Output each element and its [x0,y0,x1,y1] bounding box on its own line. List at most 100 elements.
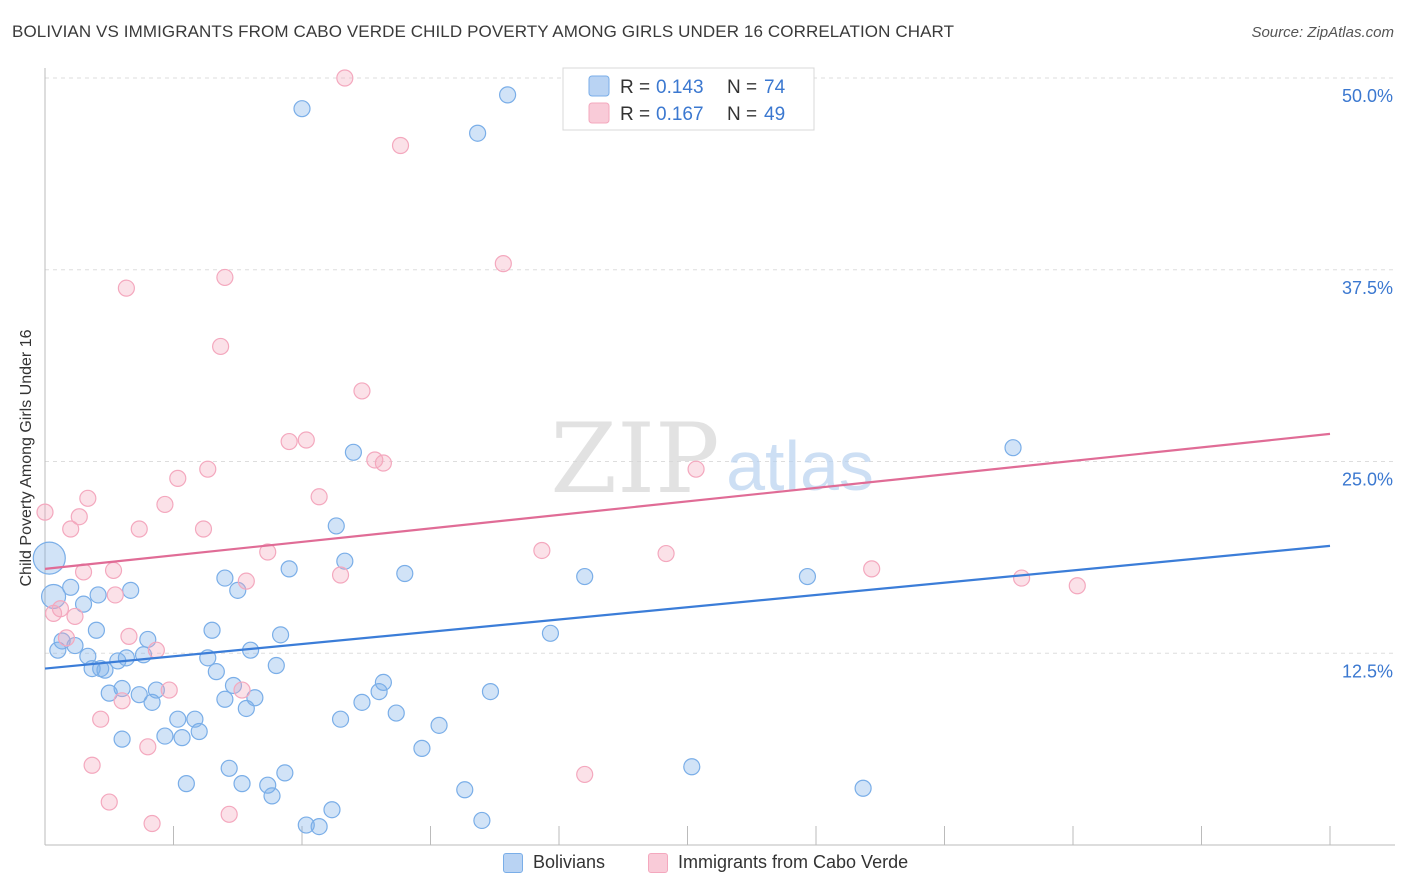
bolivian-point [499,86,517,104]
bolivian-point [374,673,392,691]
bolivian-point [117,649,135,667]
bolivian-point [336,552,354,570]
y-tick-label: 12.5% [1342,661,1393,681]
legend-label-bolivians: Bolivians [533,852,606,872]
bolivian-point [177,775,195,793]
bolivian-point [263,787,281,805]
legend-r-value: 0.143 [656,77,704,98]
cabo-verde-point [113,692,131,710]
y-tick-label: 25.0% [1342,470,1393,490]
bolivian-point [331,710,350,728]
bolivian-point [169,710,187,728]
bolivian-point [344,443,362,461]
bolivian-point [87,621,106,639]
bolivian-point [216,569,234,587]
bolivian-point [233,775,251,793]
legend-swatch-cabo-verde [588,102,610,124]
legend-item-bolivians[interactable]: Bolivians [503,852,605,873]
legend-label-cabo-verde: Immigrants from Cabo Verde [678,852,909,872]
cabo-verde-point [62,520,80,538]
bolivian-point [396,564,414,583]
bolivian-point [143,693,161,711]
bolivian-point [74,595,93,613]
bolivian-point [32,541,66,575]
cabo-verde-point [297,431,315,449]
watermark: ZIP atlas [550,403,874,515]
legend-item-cabo-verde[interactable]: Immigrants from Cabo Verde [648,852,908,873]
cabo-verde-point [280,432,298,451]
bolivian-point [798,567,817,586]
bolivian-point [430,716,448,734]
bolivian-point [387,704,405,722]
legend-bottom: Bolivians Immigrants from Cabo Verde [0,852,1406,878]
cabo-verde-point [57,629,76,647]
bolivian-point [293,100,311,118]
cabo-verde-point [143,814,161,833]
cabo-verde-point [194,520,213,538]
cabo-verde-point [220,805,238,823]
cabo-verde-point [233,681,251,699]
legend-swatch-bolivians [503,852,523,873]
cabo-verde-point [657,544,675,563]
legend-swatch-bolivians [588,75,610,97]
cabo-verde-point [169,469,187,487]
bolivian-point [79,647,97,665]
cabo-verde-point [237,572,255,590]
bolivian-point [353,693,371,711]
bolivian-point [683,758,701,776]
legend-n-label: N = [727,77,757,98]
bolivian-point [62,578,80,596]
legend-swatch-cabo-verde [648,852,668,873]
legend-r-value: 0.167 [656,104,704,125]
cabo-verde-point [120,627,138,645]
bolivian-point [310,817,328,836]
bolivian-point [297,816,315,834]
cabo-verde-point [156,495,174,514]
bolivian-point [220,759,238,777]
legend-top: R = 0.143 N = 74 R = 0.167 N = 49 [562,67,815,131]
cabo-verde-point [216,268,234,287]
axis-layer: 12.5%25.0%37.5%50.0%0.0%15.0% [44,68,1395,846]
cabo-verde-point [494,255,512,273]
bolivian-point [370,682,388,701]
bolivian-point [113,730,131,748]
bolivian-point [100,684,118,702]
bolivian-point [186,710,204,728]
source-label: Source: ZipAtlas.com [1251,24,1394,41]
bolivian-point [237,699,255,718]
watermark-atlas: atlas [726,427,874,505]
cabo-verde-point [533,541,551,560]
cabo-verde-point [576,765,594,784]
cabo-verde-point [310,488,328,506]
bolivian-point [469,124,487,142]
cabo-verde-point [117,279,135,297]
cabo-verde-point [147,641,165,659]
cabo-verde-point [259,543,277,561]
bolivian-point [224,676,243,695]
bolivian-point [413,739,431,757]
points-layer [32,69,1086,836]
cabo-verde-point [100,793,118,811]
cabo-verde-trendline [44,432,1331,570]
bolivian-point [216,690,234,708]
bolivian-point [156,727,174,745]
bolivian-point [173,729,191,747]
bolivian-point [229,581,247,599]
cabo-verde-point [130,520,148,538]
bolivian-point [267,656,285,675]
cabo-verde-point [66,607,84,626]
bolivian-point [327,517,345,535]
cabo-verde-point [36,503,54,521]
cabo-verde-point [863,560,881,578]
cabo-verde-point [199,460,217,478]
bolivian-point [271,626,290,644]
cabo-verde-point [51,600,70,618]
y-tick-label: 37.5% [1342,278,1393,298]
bolivian-point [323,801,341,819]
bolivian-point [1004,439,1022,457]
bolivian-point [89,586,107,604]
legend-n-value: 74 [764,77,786,98]
cabo-verde-point [1068,577,1086,595]
cabo-verde-point [104,561,123,580]
cabo-verde-point [391,136,410,155]
